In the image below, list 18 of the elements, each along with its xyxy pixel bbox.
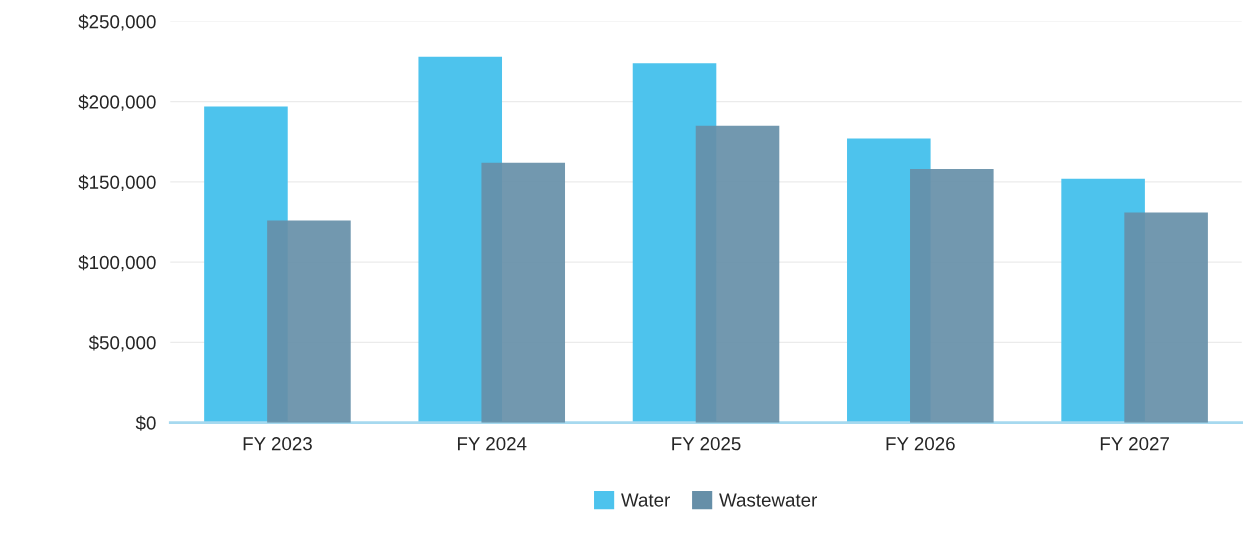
y-tick-label: $250,000 <box>78 14 156 31</box>
bar <box>267 220 351 423</box>
y-tick-label: $150,000 <box>78 174 156 192</box>
legend-label: Wastewater <box>719 493 818 507</box>
x-tick-label: FY 2023 <box>243 437 312 451</box>
y-tick-label: $200,000 <box>78 94 156 111</box>
bar <box>481 162 566 423</box>
x-tick-label: FY 2024 <box>458 437 527 451</box>
bar <box>1124 212 1208 423</box>
x-tick-label: FY 2027 <box>1100 437 1169 451</box>
x-tick-label: FY 2025 <box>672 437 741 451</box>
y-tick-label: $50,000 <box>88 335 156 352</box>
bar <box>695 125 780 423</box>
y-tick-label: $0 <box>135 415 156 431</box>
y-tick-label: $100,000 <box>78 255 156 272</box>
bar <box>910 169 994 423</box>
x-tick-label: FY 2026 <box>886 437 955 451</box>
legend-label: Water <box>621 493 670 507</box>
